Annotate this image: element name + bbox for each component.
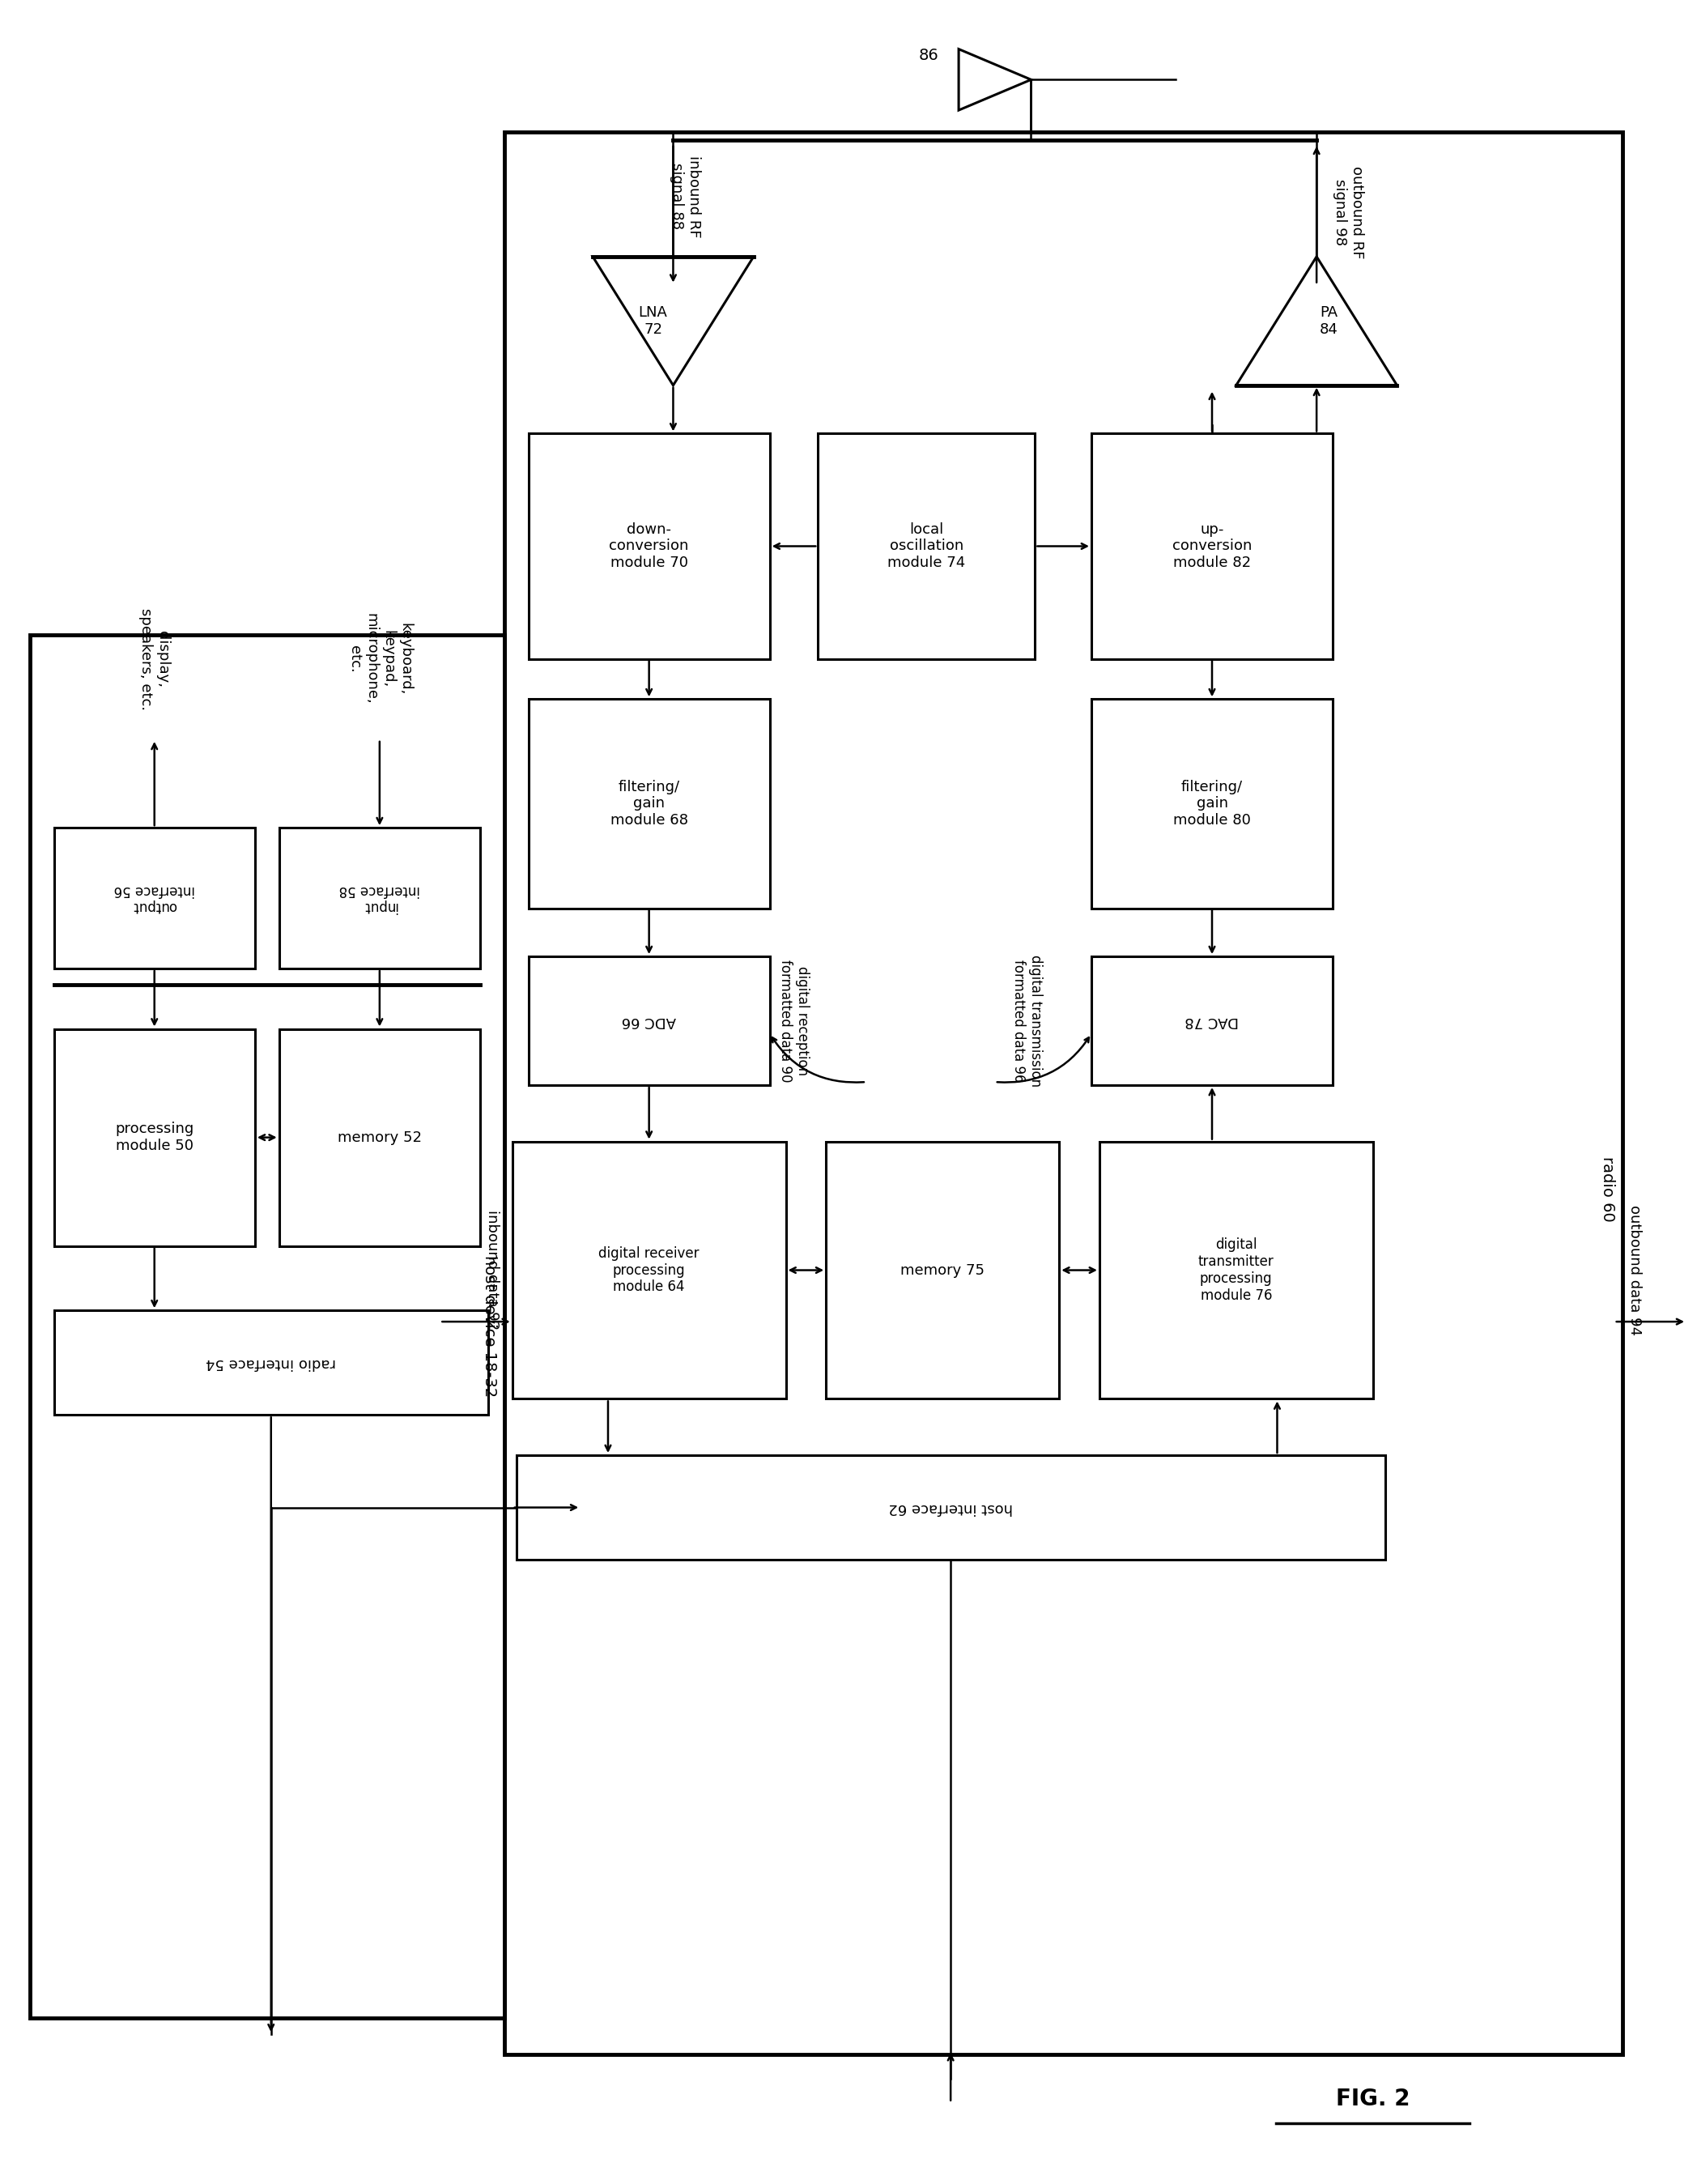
Text: inbound RF
signal 88: inbound RF signal 88 (670, 155, 701, 238)
Text: input
interface 58: input interface 58 (339, 882, 421, 913)
Text: filtering/
gain
module 68: filtering/ gain module 68 (611, 780, 687, 828)
Text: output
interface 56: output interface 56 (114, 882, 195, 913)
Bar (818, 435, 1035, 660)
Text: display,
speakers, etc.: display, speakers, etc. (139, 607, 170, 710)
Bar (528, 957, 770, 1085)
Bar (54, 1310, 489, 1415)
Text: ADC 66: ADC 66 (621, 1013, 677, 1029)
Text: processing
module 50: processing module 50 (115, 1123, 193, 1153)
Text: inbound data 92: inbound data 92 (485, 1210, 499, 1330)
Bar (1091, 957, 1332, 1085)
Bar (512, 1142, 786, 1400)
Text: keyboard,
keypad,
microphone,
etc.: keyboard, keypad, microphone, etc. (348, 614, 412, 705)
Bar (1091, 435, 1332, 660)
Text: DAC 78: DAC 78 (1185, 1013, 1239, 1029)
Text: outbound RF
signal 98: outbound RF signal 98 (1334, 166, 1364, 258)
Text: host interface 62: host interface 62 (889, 1500, 1013, 1516)
Text: FIG. 2: FIG. 2 (1336, 2088, 1410, 2110)
Text: digital transmission
formatted data 96: digital transmission formatted data 96 (1011, 954, 1042, 1088)
Bar (278, 1029, 480, 1247)
Text: radio 60: radio 60 (1600, 1158, 1616, 1223)
Bar (504, 131, 1622, 2055)
Bar (826, 1142, 1059, 1400)
Bar (54, 1029, 255, 1247)
Text: digital receiver
processing
module 64: digital receiver processing module 64 (599, 1247, 699, 1295)
Bar (528, 435, 770, 660)
Bar (1100, 1142, 1373, 1400)
Text: local
oscillation
module 74: local oscillation module 74 (888, 522, 966, 570)
Text: host device 18-32: host device 18-32 (482, 1256, 497, 1398)
Text: up-
conversion
module 82: up- conversion module 82 (1173, 522, 1252, 570)
Text: down-
conversion
module 70: down- conversion module 70 (609, 522, 689, 570)
Bar (278, 828, 480, 968)
Text: 86: 86 (918, 48, 938, 63)
Text: memory 75: memory 75 (901, 1262, 984, 1278)
Bar (31, 636, 504, 2018)
Bar (528, 699, 770, 909)
Text: digital
transmitter
processing
module 76: digital transmitter processing module 76 (1198, 1238, 1274, 1302)
Text: filtering/
gain
module 80: filtering/ gain module 80 (1173, 780, 1251, 828)
Bar (516, 1455, 1385, 1559)
Bar (54, 828, 255, 968)
Text: LNA
72: LNA 72 (638, 306, 667, 336)
Text: radio interface 54: radio interface 54 (205, 1356, 336, 1369)
Text: PA
84: PA 84 (1319, 306, 1337, 336)
Bar (1091, 699, 1332, 909)
Text: memory 52: memory 52 (338, 1129, 423, 1144)
Text: outbound data 94: outbound data 94 (1627, 1206, 1641, 1334)
Text: digital reception
formatted data 90: digital reception formatted data 90 (779, 959, 809, 1081)
